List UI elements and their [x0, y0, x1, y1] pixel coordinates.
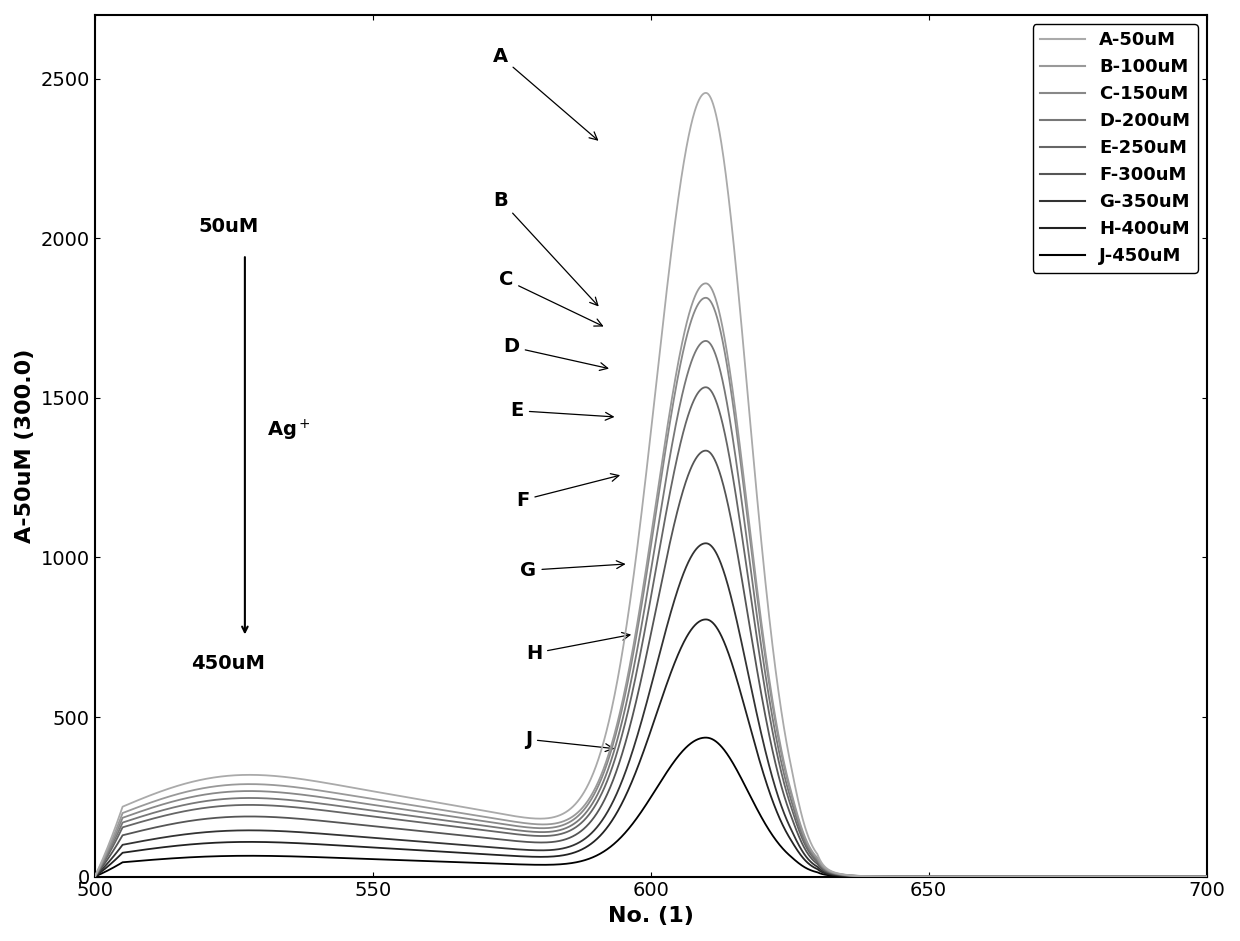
Text: F: F: [516, 473, 619, 509]
Legend: A-50uM, B-100uM, C-150uM, D-200uM, E-250uM, F-300uM, G-350uM, H-400uM, J-450uM: A-50uM, B-100uM, C-150uM, D-200uM, E-250…: [1033, 24, 1198, 273]
Text: 50uM: 50uM: [198, 217, 258, 236]
Text: H: H: [526, 632, 630, 662]
X-axis label: No. (1): No. (1): [608, 906, 693, 926]
Text: E: E: [511, 401, 613, 421]
Text: A: A: [494, 47, 598, 140]
Text: J: J: [525, 730, 613, 752]
Y-axis label: A-50uM (300.0): A-50uM (300.0): [15, 348, 35, 543]
Text: 450uM: 450uM: [191, 654, 265, 673]
Text: B: B: [494, 191, 598, 306]
Text: C: C: [498, 270, 603, 327]
Text: G: G: [521, 561, 624, 580]
Text: Ag$^+$: Ag$^+$: [268, 418, 311, 443]
Text: D: D: [503, 338, 608, 371]
